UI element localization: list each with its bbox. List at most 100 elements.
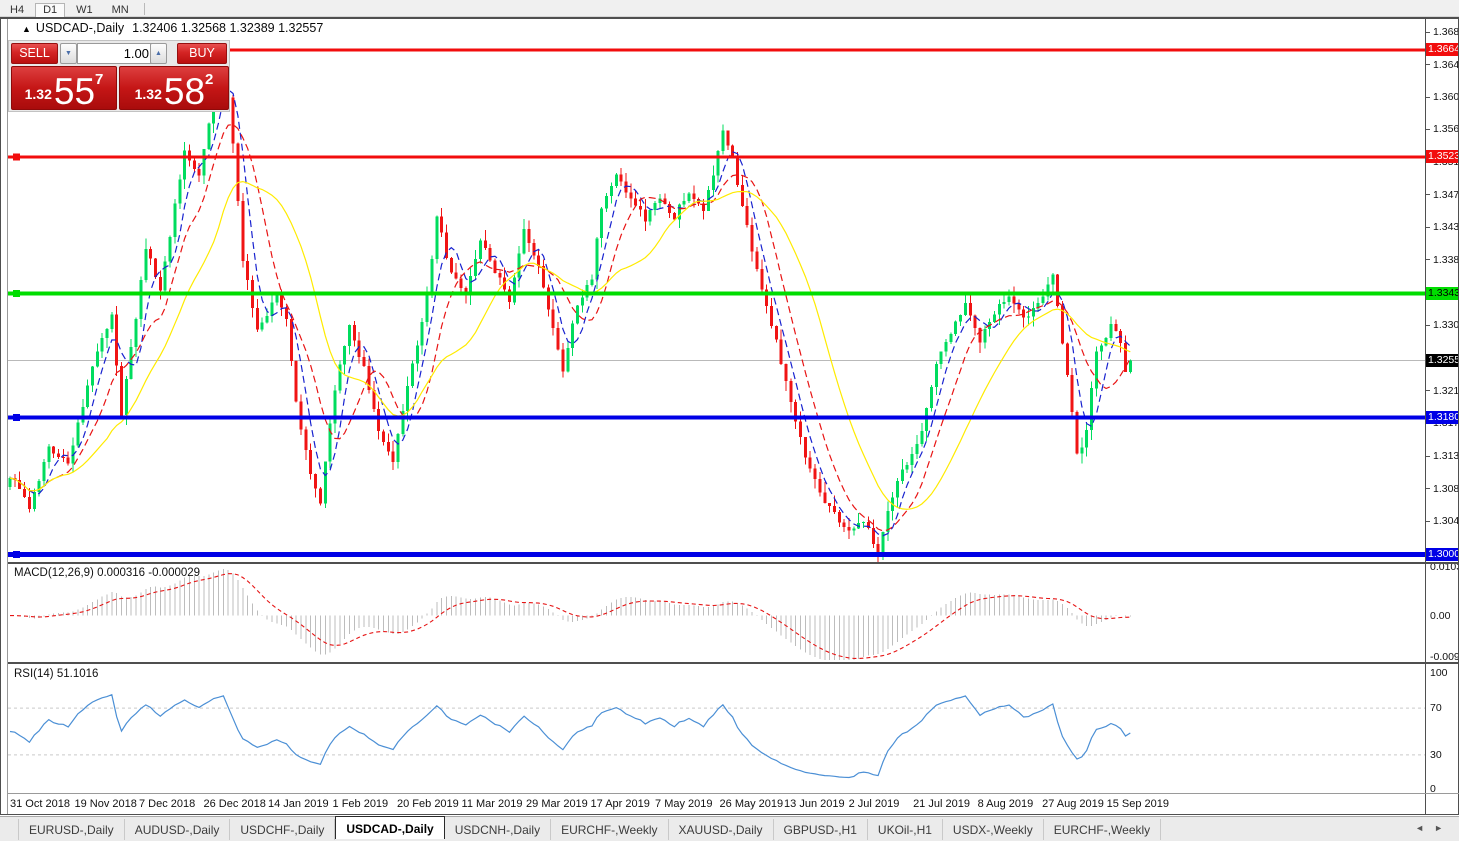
chart-tab[interactable]: UKOil-,H1 [868,819,943,840]
price-level-badge: 1.32557 [1426,353,1459,367]
date-label: 19 Nov 2018 [74,798,137,810]
rsi-label: RSI(14) 51.1016 [14,668,99,680]
date-label: 8 Aug 2019 [977,798,1034,810]
price-tick-label: 1.34740 [1433,188,1459,201]
date-label: 27 Aug 2019 [1042,798,1104,810]
volume-decrease-button[interactable]: ▼ [60,43,77,64]
chart-tab[interactable]: AUDUSD-,Daily [125,819,231,840]
date-label: 7 Dec 2018 [139,798,196,810]
chart-tabs: EURUSD-,Daily AUDUSD-,Daily USDCHF-,Daily U… [18,816,1162,841]
indicator-axis-label: 0.00 [1430,609,1451,622]
volume-increase-button[interactable]: ▲ [150,43,167,64]
price-tick-mark [1426,31,1430,33]
price-level-badge: 1.31806 [1426,411,1459,425]
indicator-axis-label: 30 [1430,748,1442,761]
price-tick-label: 1.36450 [1433,58,1459,71]
price-tick-label: 1.35600 [1433,123,1459,136]
chart-ohlc-values: 1.32406 1.32568 1.32389 1.32557 [132,21,324,35]
date-label: 26 May 2019 [719,798,784,810]
price-tick-mark [1426,64,1430,66]
macd-canvas[interactable] [8,564,1425,662]
indicator-axis-label: 0 [1430,783,1436,795]
chart-tabs-bar: EURUSD-,Daily AUDUSD-,Daily USDCHF-,Daily U… [0,816,1459,841]
timeframe-button-h4[interactable]: H4 [10,4,25,16]
buy-price-main: 58 [163,70,206,112]
date-label: 13 Jun 2019 [784,798,845,810]
price-axis[interactable]: 1.368801.364501.360201.356001.351701.347… [1426,17,1459,814]
sell-price-prefix: 1.32 [24,86,52,102]
date-axis[interactable]: 31 Oct 2018 19 Nov 2018 7 Dec 2018 26 Dec 2… [8,795,1425,814]
chart-tab[interactable]: USDCHF-,Daily [230,819,336,840]
price-tick-mark [1426,520,1430,522]
price-tick-mark [1426,194,1430,196]
price-tick-label: 1.32160 [1433,384,1459,397]
sell-price-main: 55 [53,70,96,112]
tabs-scroll-right-icon[interactable]: ► [1434,823,1453,833]
price-tick-mark [1426,226,1430,228]
chart-tab[interactable]: EURCHF-,Weekly [551,819,669,840]
price-tick-label: 1.36880 [1433,26,1459,38]
chart-collapse-icon[interactable]: ▲ [22,24,31,34]
chart-tab[interactable]: XAUUSD-,Daily [669,819,774,840]
price-tick-mark [1426,455,1430,457]
sell-price-box[interactable]: 1.32 55 7 [11,66,117,110]
buy-button[interactable]: BUY [177,43,227,64]
spinner-up-icon: ▲ [155,50,162,57]
chart-tab[interactable]: USDCAD-,Daily [335,816,445,839]
price-tick-label: 1.30870 [1433,482,1459,495]
price-tick-mark [1426,390,1430,392]
price-tick-label: 1.30440 [1433,515,1459,528]
date-label: 26 Dec 2018 [203,798,266,810]
date-label: 11 Mar 2019 [461,798,523,810]
date-label: 2 Jul 2019 [848,798,900,810]
buy-price-prefix: 1.32 [134,86,162,102]
date-label: 29 Mar 2019 [526,798,588,810]
price-tick-label: 1.36020 [1433,91,1459,104]
date-label: 7 May 2019 [655,798,713,810]
spinner-down-icon: ▼ [65,50,72,57]
chart-tab[interactable]: USDCNH-,Daily [445,819,552,840]
price-tick-label: 1.31300 [1433,450,1459,462]
tabs-scroll-left-icon[interactable]: ◄ [1415,823,1435,833]
indicator-axis-label: 100 [1430,667,1448,679]
price-tick-label: 1.33880 [1433,253,1459,266]
date-label: 21 Jul 2019 [913,798,970,810]
chart-tab[interactable]: GBPUSD-,H1 [774,819,868,840]
toolbar-separator [143,2,145,15]
date-label: 17 Apr 2019 [590,798,650,810]
date-label: 15 Sep 2019 [1106,798,1169,810]
indicator-axis-label: 0.010311 [1430,561,1459,573]
rsi-canvas[interactable] [8,664,1425,793]
sell-button[interactable]: SELL [11,43,58,64]
volume-input[interactable] [77,43,158,64]
chart-tab[interactable]: EURUSD-,Daily [18,819,125,840]
chart-title: ▲ USDCAD-,Daily 1.32406 1.32568 1.32389 1.… [22,21,323,35]
chart-symbol-label: USDCAD-,Daily [35,21,125,35]
price-level-badge: 1.30004 [1426,547,1459,561]
price-tick-label: 1.33020 [1433,319,1459,332]
indicator-axis-label: 70 [1430,702,1442,715]
indicator-axis-label: -0.00920 [1430,651,1459,663]
date-label: 31 Oct 2018 [10,798,70,810]
date-label: 20 Feb 2019 [397,798,459,810]
price-tick-label: 1.34310 [1433,221,1459,234]
sell-price-pip: 7 [95,71,104,88]
price-chart-canvas[interactable] [8,19,1425,562]
price-level-badge: 1.35237 [1426,150,1459,164]
chart-tab[interactable]: USDX-,Weekly [943,819,1044,840]
timeframe-button-d1[interactable]: D1 [35,3,66,18]
macd-label: MACD(12,26,9) 0.000316 -0.000029 [14,567,201,579]
price-tick-mark [1426,128,1430,130]
timeframe-button-w1[interactable]: W1 [76,4,93,16]
price-tick-mark [1426,96,1430,98]
buy-price-box[interactable]: 1.32 58 2 [119,66,229,110]
date-label: 14 Jan 2019 [268,798,329,810]
price-tick-mark [1426,324,1430,326]
price-tick-mark [1426,259,1430,261]
timeframe-toolbar: H4 D1 W1 MN [0,0,1459,18]
buy-price-pip: 2 [205,71,214,88]
timeframe-button-mn[interactable]: MN [111,4,129,16]
chart-tab[interactable]: EURCHF-,Weekly [1044,819,1162,840]
